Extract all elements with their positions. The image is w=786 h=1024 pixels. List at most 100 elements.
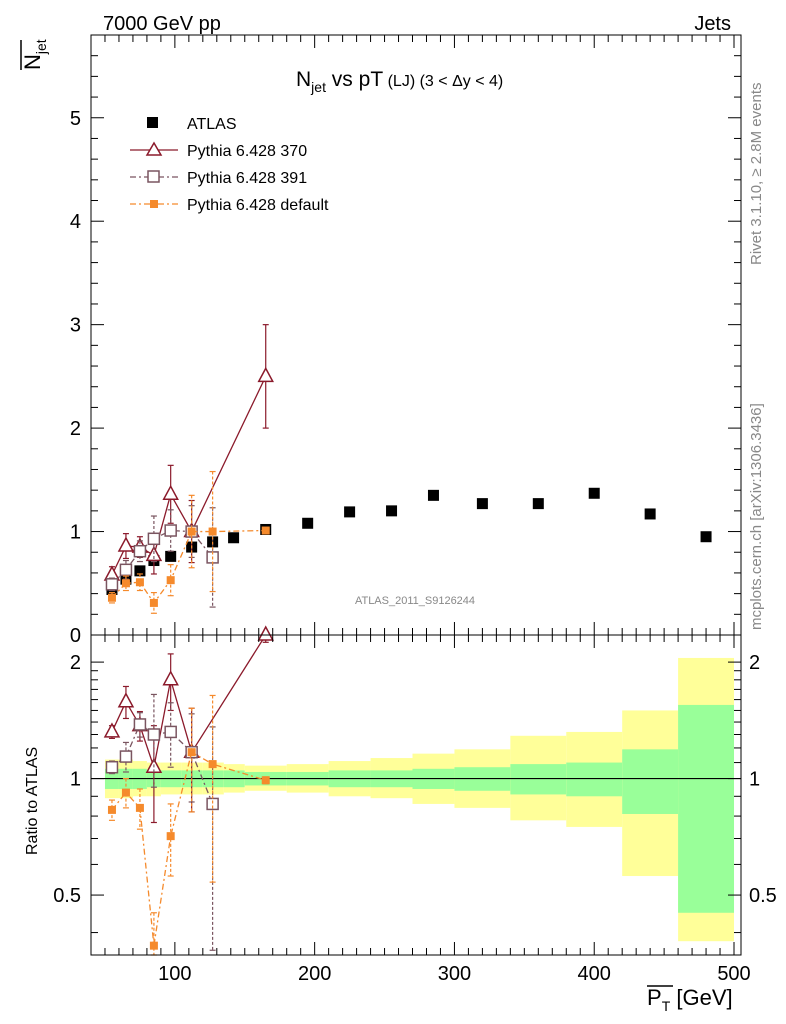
x-tick-label: 400 [578, 963, 611, 985]
legend: ATLAS Pythia 6.428 370 Pythia 6.428 391 … [130, 116, 329, 214]
rivet-version-label: Rivet 3.1.10, ≥ 2.8M events [748, 83, 765, 266]
ratio-point-pdefault [208, 760, 217, 769]
xlabel-sub: T [662, 998, 671, 1014]
main-point-p391 [164, 524, 177, 537]
ratio-point-p391 [105, 760, 119, 774]
legend-entry-p370: Pythia 6.428 370 [130, 141, 307, 160]
main-point-pdefault [166, 576, 175, 585]
ylabel-main: N [20, 54, 45, 70]
ratio-point-p391 [133, 718, 147, 731]
ratio-uncertainty-bands [91, 657, 741, 942]
legend-label-pdefault: Pythia 6.428 default [187, 197, 329, 214]
main-point-pdefault [187, 527, 196, 536]
main-axis-ticks [91, 34, 741, 636]
main-point-p391 [105, 578, 119, 591]
legend-entry-atlas: ATLAS [147, 116, 237, 133]
ratio-plot-frame [90, 634, 742, 956]
title-rest: vs pT [326, 68, 383, 91]
ratio-point-p391 [147, 728, 161, 741]
main-point-p370 [117, 536, 135, 552]
main-point-pdefault [107, 593, 116, 602]
legend-marker-atlas [147, 117, 158, 128]
ratio-point-p391 [164, 725, 177, 739]
main-point-atlas [644, 508, 656, 520]
main-y-tick-label: 1 [70, 522, 81, 544]
x-tick-labels: 100 200 300 400 500 [158, 963, 751, 985]
main-point-atlas [476, 498, 488, 510]
main-point-pdefault [261, 526, 270, 535]
main-y-axis-label: Njet [20, 39, 49, 70]
title-main: N [296, 68, 311, 91]
main-point-atlas [386, 505, 398, 517]
header-process-label: Jets [694, 13, 731, 35]
legend-entry-p391: Pythia 6.428 391 [130, 170, 307, 187]
ratio-plot-area: 0.5 0.5 1 1 2 2 100 200 300 400 500 Ratio to ATLA… [24, 625, 777, 1014]
ylabel-sub: jet [33, 39, 49, 55]
ratio-band-inner [510, 764, 567, 795]
legend-label-p391: Pythia 6.428 391 [187, 170, 307, 187]
chart-title: Njet vs pT (LJ) (3 < Δy < 4) [296, 68, 503, 95]
ratio-point-pdefault [149, 941, 158, 950]
x-tick-label: 100 [158, 963, 191, 985]
main-y-tick-label: 0 [70, 625, 81, 647]
main-point-p391 [147, 532, 161, 546]
main-point-atlas [588, 487, 600, 499]
x-axis-label: PT [GeV] [647, 985, 733, 1014]
main-point-p391 [119, 563, 133, 577]
main-point-atlas [700, 531, 712, 543]
ratio-y-tick-label-left: 0.5 [53, 885, 81, 907]
ratio-band-inner [622, 749, 679, 814]
main-point-pdefault [135, 578, 144, 587]
main-data-layer [103, 324, 712, 614]
ratio-point-p370 [117, 692, 135, 708]
ratio-y-tick-labels: 0.5 0.5 1 1 2 2 [53, 652, 777, 907]
main-point-atlas [165, 550, 177, 562]
ratio-y-tick-label-left: 1 [70, 769, 81, 791]
header-energy-label: 7000 GeV pp [103, 13, 221, 35]
main-point-p370 [162, 484, 179, 501]
ratio-point-p370 [162, 670, 179, 686]
ratio-y-tick-label-right: 1 [749, 769, 760, 791]
svg-text:Njet: Njet [20, 39, 49, 70]
main-point-pdefault [121, 579, 130, 588]
ratio-y-tick-label-right: 2 [749, 652, 760, 674]
title-sub: jet [310, 79, 326, 95]
main-point-pdefault [149, 598, 158, 607]
ratio-band-inner [678, 704, 735, 913]
legend-marker-pdefault [150, 200, 158, 208]
mcplots-reference-label: mcplots.cern.ch [arXiv:1306.3436] [748, 403, 765, 630]
title-small: (LJ) (3 < Δy < 4) [383, 73, 503, 90]
ratio-data-layer [103, 625, 274, 956]
ratio-point-pdefault [121, 788, 130, 797]
ratio-point-pdefault [107, 805, 116, 814]
svg-text:PT [GeV]: PT [GeV] [647, 985, 733, 1014]
ratio-band-inner [566, 762, 623, 797]
main-y-tick-label: 2 [70, 418, 81, 440]
main-point-atlas [134, 565, 146, 577]
ratio-point-p370 [103, 722, 121, 738]
ratio-point-pdefault [261, 776, 270, 785]
main-point-atlas [532, 498, 544, 510]
ratio-point-p370 [257, 625, 274, 641]
x-tick-label: 200 [298, 963, 331, 985]
ratio-axis-ticks [91, 635, 741, 955]
main-point-pdefault [208, 527, 217, 536]
legend-marker-p370 [145, 141, 163, 156]
xlabel-rest: [GeV] [670, 985, 732, 1010]
ratio-point-pdefault [187, 748, 196, 757]
main-y-tick-label: 4 [70, 211, 81, 233]
legend-marker-p391 [147, 170, 160, 183]
main-y-tick-labels: 0 1 2 3 4 5 [70, 108, 81, 647]
legend-label-p370: Pythia 6.428 370 [187, 143, 307, 160]
ratio-y-tick-label-right: 0.5 [749, 885, 777, 907]
main-point-atlas [302, 517, 314, 529]
legend-label-atlas: ATLAS [187, 116, 237, 133]
ratio-y-axis-label: Ratio to ATLAS [24, 747, 41, 855]
main-point-p391 [133, 544, 147, 558]
ratio-point-p391 [119, 750, 133, 763]
main-point-atlas [228, 532, 240, 544]
main-point-atlas [344, 506, 356, 518]
x-tick-label: 300 [438, 963, 471, 985]
ratio-y-tick-label-left: 2 [70, 652, 81, 674]
